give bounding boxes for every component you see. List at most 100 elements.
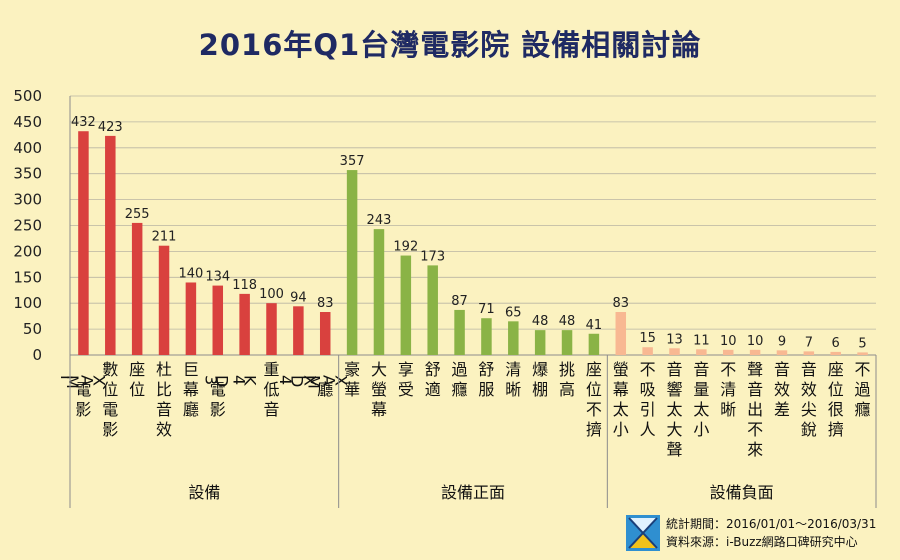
bar bbox=[534, 330, 546, 355]
bar bbox=[669, 348, 680, 355]
category-label: 杜比音效 bbox=[156, 360, 172, 439]
category-label: 聲音出不來 bbox=[747, 360, 763, 459]
data-label: 48 bbox=[532, 314, 549, 329]
category-label: 音效尖銳 bbox=[801, 360, 817, 439]
category-label: 舒服 bbox=[478, 360, 494, 399]
category-label: 挑高 bbox=[559, 360, 575, 399]
category-label: 螢幕太小 bbox=[613, 360, 629, 439]
bar bbox=[749, 349, 761, 355]
y-tick-label: 100 bbox=[13, 294, 42, 312]
category-label: 座位很擠 bbox=[828, 360, 844, 439]
data-label: 71 bbox=[478, 302, 495, 317]
data-label: 87 bbox=[451, 294, 468, 309]
bar bbox=[857, 352, 868, 355]
data-label: 10 bbox=[747, 334, 764, 349]
category-label: 座位 bbox=[129, 360, 145, 399]
category-label: 爆棚 bbox=[532, 360, 548, 399]
category-label: 巨幕廳 bbox=[183, 360, 199, 419]
category-label: 過癮 bbox=[452, 360, 468, 399]
group-label: 設備負面 bbox=[710, 483, 774, 502]
group-label: 設備 bbox=[188, 483, 220, 502]
bar bbox=[400, 255, 412, 355]
data-label: 83 bbox=[612, 296, 629, 311]
bar bbox=[293, 306, 304, 355]
data-label: 357 bbox=[340, 154, 365, 169]
category-label: 不吸引人 bbox=[640, 360, 656, 439]
data-label: 15 bbox=[639, 331, 656, 346]
data-label: 423 bbox=[98, 120, 123, 135]
category-label: 3D電影 bbox=[202, 375, 232, 419]
data-label: 118 bbox=[232, 278, 257, 293]
footer-source: 資料來源：i-Buzz網路口碑研究中心 bbox=[666, 535, 858, 549]
bar bbox=[105, 135, 116, 355]
y-tick-label: 150 bbox=[13, 268, 42, 286]
data-label: 11 bbox=[693, 333, 710, 348]
data-label: 5 bbox=[858, 336, 866, 351]
category-label: IMAX電影 bbox=[57, 375, 108, 419]
data-label: 140 bbox=[178, 266, 203, 281]
category-label: 重低音 bbox=[263, 360, 279, 419]
category-label: 清晰 bbox=[505, 360, 521, 399]
data-label: 10 bbox=[720, 334, 737, 349]
bar bbox=[615, 312, 627, 355]
bar bbox=[346, 170, 358, 355]
bar bbox=[266, 303, 277, 355]
data-label: 211 bbox=[152, 230, 177, 245]
bar bbox=[373, 229, 385, 355]
data-label: 9 bbox=[778, 334, 786, 349]
bar bbox=[561, 330, 573, 355]
bar bbox=[131, 222, 143, 355]
y-tick-label: 350 bbox=[13, 165, 42, 183]
y-tick-label: 200 bbox=[13, 242, 42, 260]
category-label: 不清晰 bbox=[720, 360, 736, 419]
bar bbox=[158, 245, 170, 355]
data-label: 6 bbox=[832, 336, 840, 351]
y-tick-label: 500 bbox=[13, 87, 42, 105]
category-label: 享受 bbox=[398, 360, 414, 399]
bar bbox=[803, 351, 815, 355]
category-label: 座位不擠 bbox=[586, 360, 602, 439]
data-label: 192 bbox=[393, 240, 418, 255]
data-label: 173 bbox=[420, 249, 445, 264]
bar bbox=[696, 349, 707, 355]
y-tick-label: 0 bbox=[32, 346, 42, 364]
bar bbox=[319, 312, 331, 355]
y-tick-label: 300 bbox=[13, 191, 42, 209]
y-tick-label: 50 bbox=[23, 320, 42, 338]
bar bbox=[588, 333, 600, 355]
category-label: 數位電影 bbox=[102, 360, 118, 439]
data-label: 94 bbox=[290, 290, 307, 305]
bar bbox=[508, 321, 519, 355]
chart-title: 2016年Q1台灣電影院 設備相關討論 bbox=[198, 28, 702, 62]
footer: 統計期間：2016/01/01～2016/03/31 資料來源：i-Buzz網路… bbox=[626, 514, 894, 554]
data-label: 48 bbox=[559, 314, 576, 329]
bar bbox=[454, 309, 465, 355]
category-label: 音響太大聲 bbox=[666, 360, 682, 459]
bar bbox=[78, 131, 89, 355]
bar bbox=[185, 282, 197, 355]
category-label: 4K bbox=[229, 375, 259, 387]
category-label: 豪華 bbox=[344, 360, 360, 399]
category-label: 舒適 bbox=[425, 360, 441, 399]
data-label: 83 bbox=[317, 296, 334, 311]
bar bbox=[239, 293, 250, 355]
category-label: 4DX bbox=[276, 375, 320, 388]
data-label: 41 bbox=[586, 318, 603, 333]
data-label: 65 bbox=[505, 305, 522, 320]
ibuzz-logo-icon bbox=[626, 515, 660, 551]
y-tick-label: 250 bbox=[13, 217, 42, 235]
y-tick-label: 450 bbox=[13, 113, 42, 131]
data-label: 13 bbox=[666, 332, 683, 347]
data-label: 134 bbox=[205, 270, 230, 285]
bar bbox=[722, 349, 734, 355]
category-label: 音效差 bbox=[774, 360, 790, 419]
bar bbox=[212, 285, 224, 355]
data-label: 7 bbox=[805, 335, 813, 350]
data-label: 100 bbox=[259, 287, 284, 302]
y-tick-label: 400 bbox=[13, 139, 42, 157]
bar bbox=[830, 351, 841, 355]
bar bbox=[427, 265, 438, 355]
category-label: 不過癮 bbox=[855, 360, 871, 419]
category-label: IMAX廳 bbox=[299, 375, 350, 399]
